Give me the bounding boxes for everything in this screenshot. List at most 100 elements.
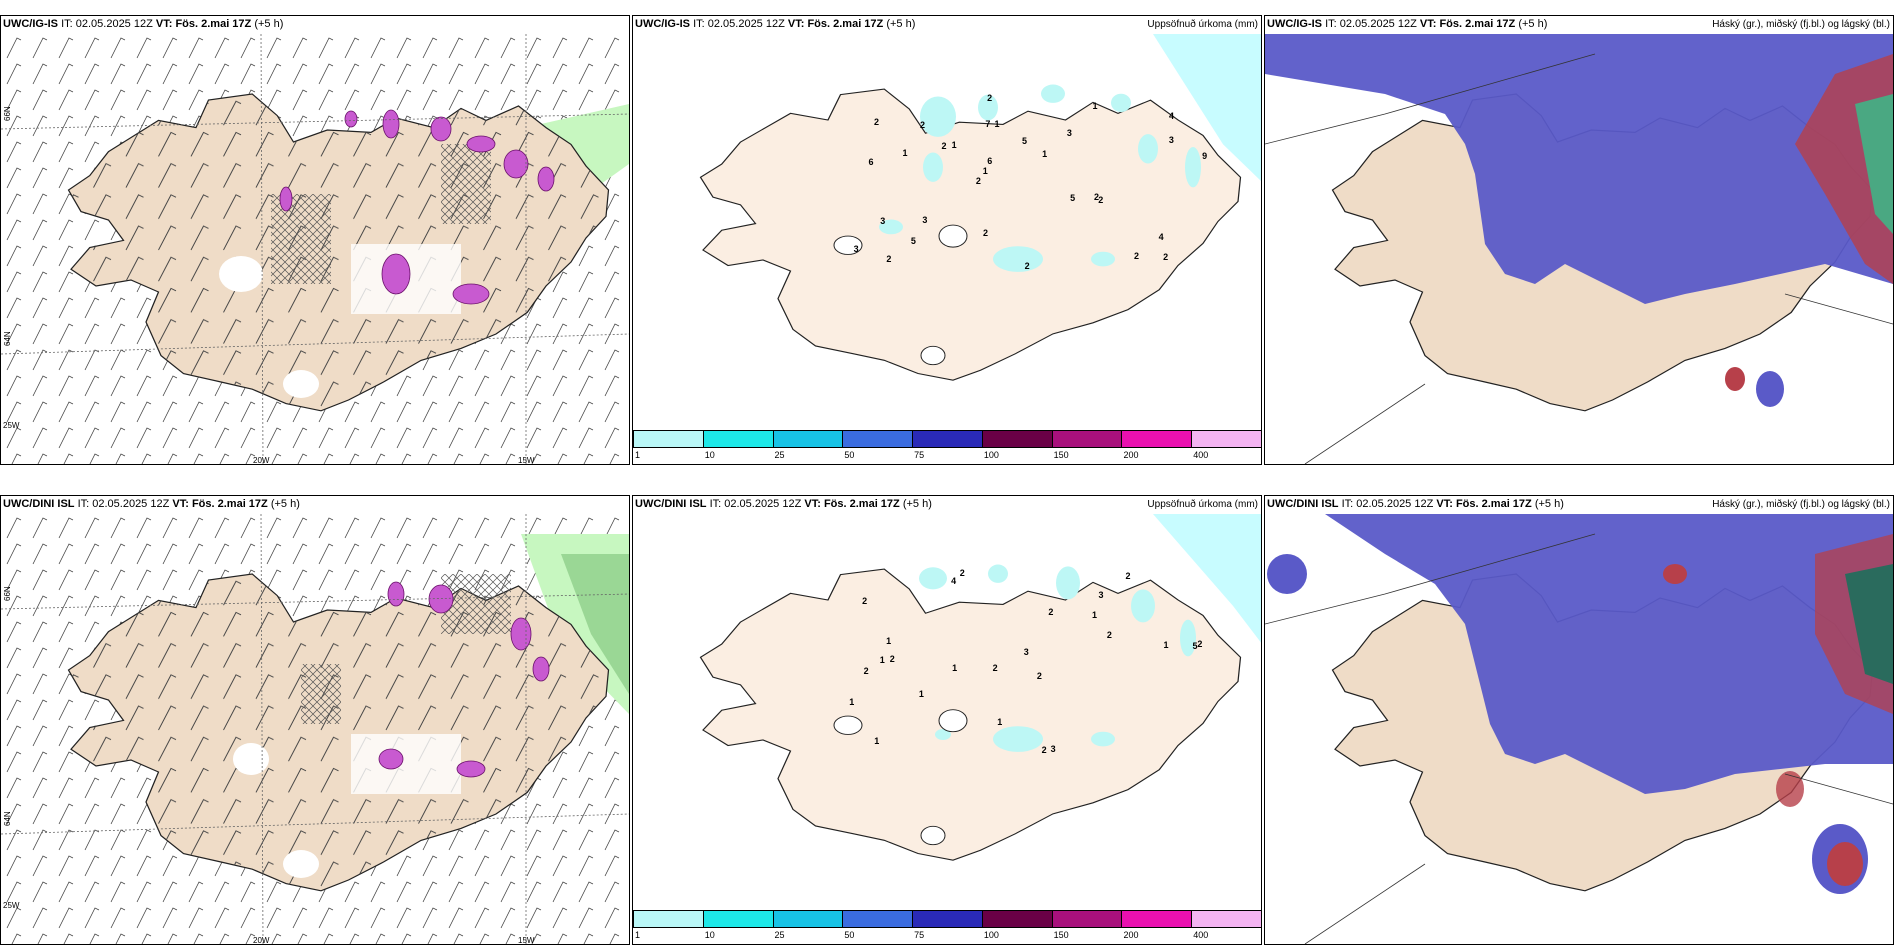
precip-value-label: 2 [920, 119, 926, 130]
precip-value-label: 3 [880, 216, 886, 227]
colorbar-tick: 400 [1193, 930, 1209, 940]
panel-title: Háský (gr.), miðský (fj.bl.) og lágský (… [1712, 499, 1890, 510]
colorbar-swatch [1191, 430, 1261, 448]
colorbar-tick: 75 [914, 930, 925, 940]
cloud-panel-row1: UWC/IG-IS IT: 02.05.2025 12Z VT: Fös. 2.… [1264, 15, 1894, 465]
precip-value-label: 1 [849, 697, 855, 708]
precip-value-label: 1 [886, 636, 892, 647]
precip-value-label: 3 [1098, 590, 1104, 601]
precip-value-label: 2 [1036, 670, 1042, 681]
colorbar-tick: 1 [635, 930, 641, 940]
colorbar: 1 10 25 50 75 100 150 200 400 [633, 910, 1261, 944]
colorbar-swatch [1051, 910, 1123, 928]
magenta-cells [378, 581, 550, 778]
colorbar-tick: 400 [1193, 450, 1209, 460]
precip-value-label: 1 [879, 654, 885, 665]
lon-label: 25W [3, 901, 20, 910]
colorbar-tick: 200 [1123, 930, 1139, 940]
colorbar-swatch [633, 910, 704, 928]
precip-value-label: 2 [992, 662, 998, 673]
precip-value-label: 1 [1042, 149, 1048, 160]
precip-value-label: 1 [997, 716, 1003, 727]
panel-header: UWC/IG-IS IT: 02.05.2025 12Z VT: Fös. 2.… [1267, 18, 1548, 30]
precip-value-label: 2 [959, 568, 965, 579]
panel-title: Uppsöfnuð úrkoma (mm) [1147, 499, 1258, 510]
colorbar-swatch [981, 910, 1053, 928]
colorbar-tick: 150 [1053, 450, 1069, 460]
panel-header: UWC/DINI ISL IT: 02.05.2025 12Z VT: Fös.… [1267, 498, 1564, 510]
lon-label: 25W [3, 421, 20, 430]
precip-value-label: 1 [918, 688, 924, 699]
precip-value-label: 2 [1125, 571, 1131, 582]
precip-value-label: 2 [1106, 630, 1112, 641]
colorbar-swatch [912, 430, 983, 448]
precip-value-label: 1 [952, 662, 958, 673]
precip-value-label: 2 [1094, 192, 1100, 203]
precip-value-label: 1 [1163, 639, 1169, 650]
precip-value-label: 2 [1134, 251, 1140, 262]
precip-value-label: 3 [1066, 127, 1072, 138]
colorbar-tick: 100 [983, 930, 999, 940]
lon-label: 20W [253, 456, 270, 465]
colorbar-tick: 50 [844, 450, 855, 460]
lon-label: 20W [253, 936, 270, 945]
colorbar-tick: 25 [774, 450, 785, 460]
precip-value-label: 3 [1168, 135, 1174, 146]
precip-cells [919, 564, 1196, 752]
lat-label: 66N [3, 106, 12, 121]
precip-value-label: 4 [951, 576, 957, 587]
precip-value-label: 2 [889, 654, 895, 665]
precip-value-label: 2 [1098, 194, 1104, 205]
colorbar-tick: 200 [1123, 450, 1139, 460]
wind-panel-row1: UWC/IG-IS IT: 02.05.2025 12Z VT: Fös. 2.… [0, 15, 630, 465]
precip-value-label: 5 [1192, 641, 1198, 652]
precip-value-label: 3 [853, 243, 859, 254]
precip-value-label: 1 [874, 736, 880, 747]
panel-title: Uppsöfnuð úrkoma (mm) [1147, 19, 1258, 30]
lat-label: 64N [3, 811, 12, 826]
colorbar-tick: 1 [635, 450, 641, 460]
cloud-map [1265, 34, 1893, 464]
colorbar-swatch [912, 910, 983, 928]
precip-value-label: 2 [1163, 251, 1169, 262]
colorbar: 1 10 25 50 75 100 150 200 400 [633, 430, 1261, 464]
precip-value-label: 2 [1041, 744, 1047, 755]
precip-value-label: 2 [975, 176, 981, 187]
precip-value-label: 2 [862, 595, 868, 606]
precip-value-label: 1 [1091, 609, 1097, 620]
precip-value-label: 1 [994, 119, 1000, 130]
precip-value-label: 2 [1197, 639, 1203, 650]
precip-value-label: 4 [1158, 231, 1164, 242]
precip-value-label: 6 [987, 156, 993, 167]
colorbar-tick: 10 [704, 450, 715, 460]
precip-panel-row2: UWC/DINI ISL IT: 02.05.2025 12Z VT: Fös.… [632, 495, 1262, 945]
precip-value-label: 6 [868, 156, 874, 167]
colorbar-swatch [702, 430, 774, 448]
colorbar-tick: 150 [1053, 930, 1069, 940]
precip-value-label: 2 [873, 117, 879, 128]
wind-map [1, 34, 629, 464]
precip-map [699, 514, 1261, 861]
colorbar-swatch [1121, 430, 1193, 448]
precip-cells [879, 84, 1201, 272]
colorbar-tick: 50 [844, 930, 855, 940]
precip-value-label: 2 [863, 666, 869, 677]
colorbar-swatch [633, 430, 704, 448]
sea-ice [1153, 34, 1261, 181]
precip-value-label: 1 [1092, 100, 1098, 111]
panel-header: UWC/DINI ISL IT: 02.05.2025 12Z VT: Fös.… [3, 498, 300, 510]
panel-header: UWC/DINI ISL IT: 02.05.2025 12Z VT: Fös.… [635, 498, 932, 510]
colorbar-tick: 75 [914, 450, 925, 460]
precip-value-label: 2 [941, 141, 947, 152]
lon-label: 15W [518, 936, 535, 945]
colorbar-swatch [1051, 430, 1123, 448]
panel-title: Háský (gr.), miðský (fj.bl.) og lágský (… [1712, 19, 1890, 30]
colorbar-tick: 10 [704, 930, 715, 940]
cloud-panel-row2: UWC/DINI ISL IT: 02.05.2025 12Z VT: Fös.… [1264, 495, 1894, 945]
colorbar-swatch [842, 430, 914, 448]
precip-value-label: 5 [1021, 136, 1027, 147]
panel-header: UWC/IG-IS IT: 02.05.2025 12Z VT: Fös. 2.… [635, 18, 916, 30]
colorbar-swatch [842, 910, 914, 928]
